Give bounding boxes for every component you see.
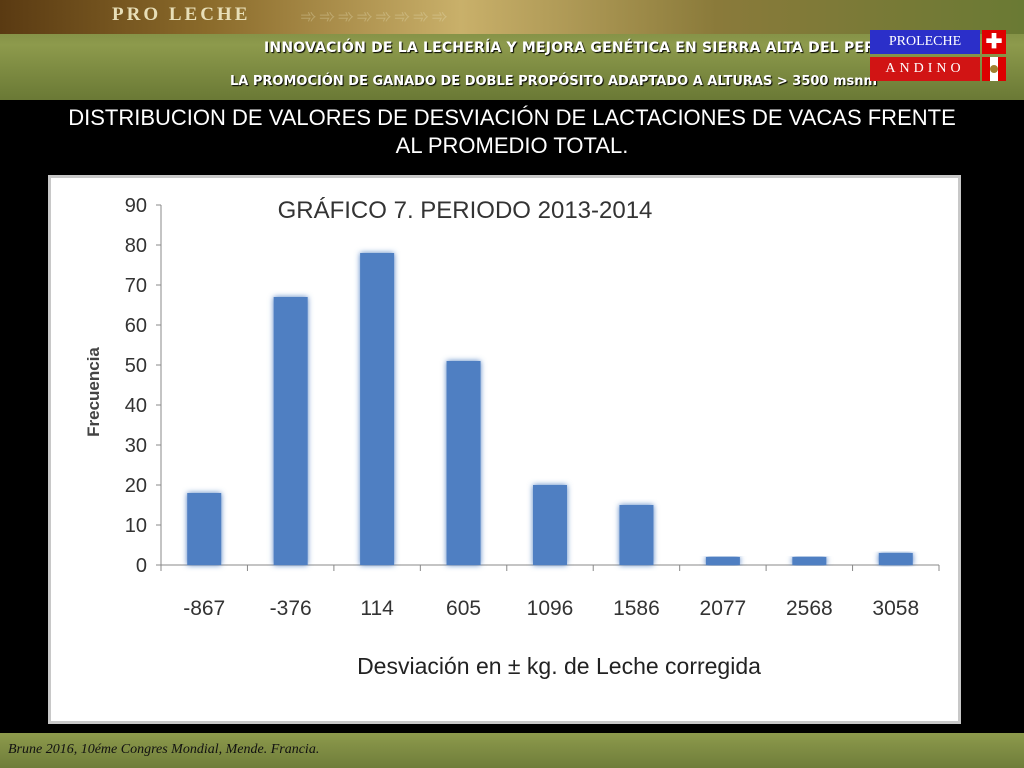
y-tick-label: 90 [125,195,147,217]
logo-andino: ANDINO [870,57,980,81]
citation-text: Brune 2016, 10éme Congres Mondial, Mende… [8,742,320,757]
bar [187,493,222,565]
bar [360,253,395,565]
x-tick-label: 114 [360,597,394,620]
x-tick-label: 1096 [527,597,574,620]
chart-panel: GRÁFICO 7. PERIODO 2013-2014 Frecuencia … [48,175,961,724]
tagline-secondary: LA PROMOCIÓN DE GANADO DE DOBLE PROPÓSIT… [230,74,878,89]
tagline-primary: INNOVACIÓN DE LA LECHERÍA Y MEJORA GENÉT… [264,40,887,56]
y-tick-label: 40 [125,395,147,417]
swiss-flag-icon: ✚ [982,30,1006,54]
x-tick-label: 1586 [613,597,660,620]
brand-name: PRO LECHE [112,4,251,25]
bar [878,553,913,565]
y-tick-label: 10 [125,515,147,537]
y-tick-label: 30 [125,435,147,457]
header-band [0,0,1024,34]
bar [446,361,481,565]
bar [705,557,740,565]
logo-proleche: PROLECHE [870,30,980,54]
footer: Brune 2016, 10éme Congres Mondial, Mende… [0,733,1024,768]
header-banner: PRO LECHE ➾➾➾➾➾➾➾➾ INNOVACIÓN DE LA LECH… [0,0,1024,100]
y-tick-label: 80 [125,235,147,257]
x-tick-label: 3058 [872,597,919,620]
y-tick-label: 0 [136,555,147,577]
bar [619,505,654,565]
y-tick-label: 70 [125,275,147,297]
x-tick-label: -867 [183,597,225,620]
y-axis-label: Frecuencia [84,347,103,437]
chart-title: GRÁFICO 7. PERIODO 2013-2014 [278,197,653,224]
x-tick-label: 2568 [786,597,833,620]
slide-title: DISTRIBUCION DE VALORES DE DESVIACIÓN DE… [68,105,956,158]
x-tick-label: 605 [446,597,481,620]
x-axis-label: Desviación en ± kg. de Leche corregida [357,653,761,679]
y-tick-label: 50 [125,355,147,377]
y-tick-label: 20 [125,475,147,497]
y-tick-label: 60 [125,315,147,337]
bar [273,297,308,565]
x-tick-label: 2077 [700,597,747,620]
arrow-decoration-icon: ➾➾➾➾➾➾➾➾ [300,6,451,28]
bar [792,557,827,565]
bar [533,485,567,565]
peru-flag-icon [982,57,1006,81]
x-tick-label: -376 [270,597,312,620]
bar-chart: GRÁFICO 7. PERIODO 2013-2014 Frecuencia … [84,195,940,679]
